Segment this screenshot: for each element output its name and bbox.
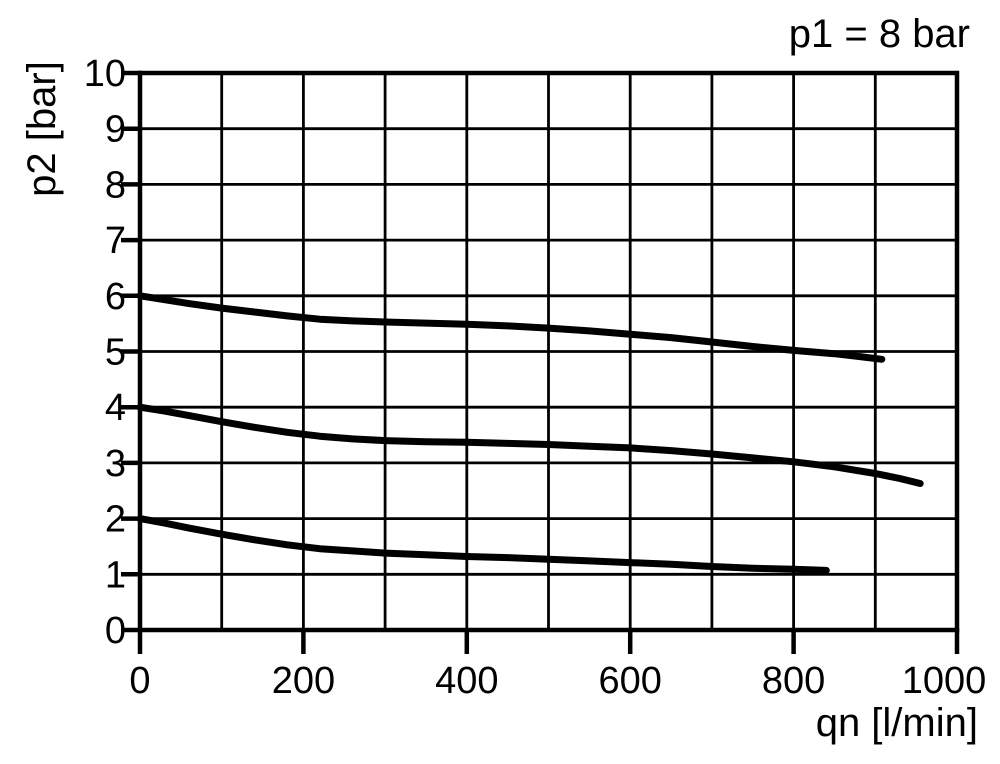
x-tick-label: 400	[435, 660, 498, 702]
x-tick-label: 800	[762, 660, 825, 702]
y-tick-label: 8	[105, 164, 126, 206]
y-tick-label: 2	[105, 499, 126, 541]
curve-outlet-pressure-setting-4-bar	[136, 403, 924, 487]
y-tick-label: 5	[105, 332, 126, 374]
curves	[136, 292, 924, 574]
x-axis-ticks: 0 200 400 600 800 1000	[129, 628, 986, 702]
y-tick-label: 3	[105, 443, 126, 485]
chart-title: p1 = 8 bar	[788, 12, 970, 56]
y-tick-label: 9	[105, 109, 126, 151]
y-tick-label: 0	[105, 610, 126, 652]
x-tick-label: 0	[129, 660, 150, 702]
y-tick-label: 4	[105, 387, 126, 429]
curve-outlet-pressure-setting-6-bar	[136, 292, 886, 363]
y-axis-ticks: 0 1 2 3 4 5 6 7 8 9 10	[84, 53, 142, 652]
x-tick-label: 200	[272, 660, 335, 702]
x-tick-label: 600	[598, 660, 661, 702]
y-tick-label: 1	[105, 554, 126, 596]
y-tick-label: 6	[105, 276, 126, 318]
x-axis-label: qn [l/min]	[815, 701, 978, 745]
curve-outlet-pressure-setting-2-bar	[136, 515, 830, 574]
x-tick-label: 1000	[902, 660, 987, 702]
y-tick-label: 7	[105, 220, 126, 262]
y-tick-label: 10	[84, 53, 126, 95]
